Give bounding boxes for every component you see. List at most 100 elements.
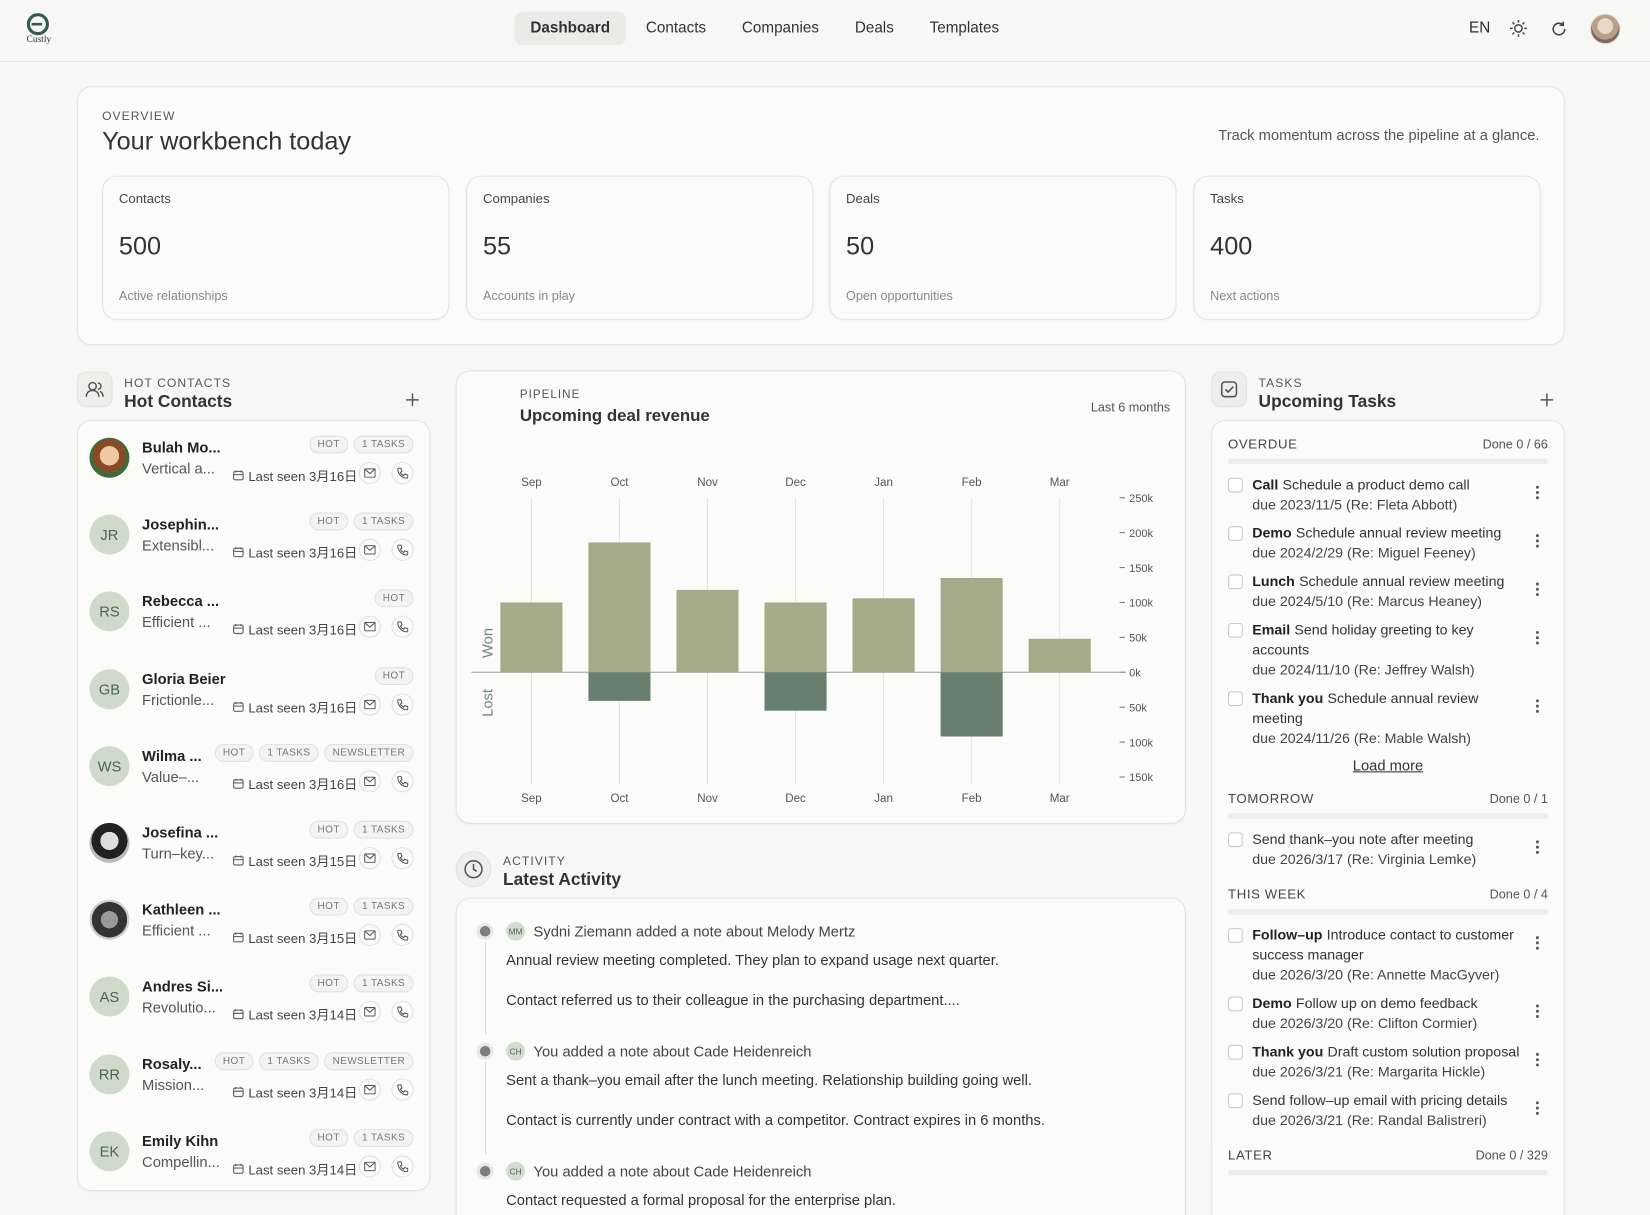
task-checkbox[interactable] bbox=[1228, 928, 1243, 943]
nav-link[interactable]: Templates bbox=[929, 19, 1000, 37]
task-menu-part bbox=[1535, 1004, 1539, 1018]
phone-button[interactable] bbox=[391, 847, 414, 870]
task-menu[interactable] bbox=[1535, 1004, 1539, 1019]
task-menu[interactable] bbox=[1535, 1052, 1539, 1067]
phone-button[interactable] bbox=[391, 1155, 414, 1178]
task-menu-part bbox=[1535, 1009, 1539, 1013]
email-button[interactable] bbox=[358, 693, 381, 716]
stat-label: Deals bbox=[846, 191, 880, 207]
contact-name: Wilma ... bbox=[142, 746, 202, 764]
nav-link[interactable]: Contacts bbox=[645, 19, 707, 37]
email-button[interactable] bbox=[358, 616, 381, 639]
add-button[interactable] bbox=[1540, 393, 1555, 408]
phone-button[interactable] bbox=[391, 770, 414, 793]
user-avatar[interactable] bbox=[1590, 13, 1621, 45]
nav-link[interactable]: Deals bbox=[854, 19, 894, 37]
task-row: Follow–up Introduce contact to customer s… bbox=[1228, 925, 1548, 985]
email-button-part bbox=[364, 545, 375, 552]
x-tick-label-top: Dec bbox=[785, 477, 806, 489]
task-menu-part bbox=[1535, 496, 1539, 500]
email-button[interactable] bbox=[358, 1155, 381, 1178]
x-tick-label-bottom: Feb bbox=[962, 793, 982, 805]
language-switch[interactable]: EN bbox=[1469, 19, 1491, 37]
task-checkbox[interactable] bbox=[1228, 1093, 1243, 1109]
email-button[interactable] bbox=[358, 770, 381, 793]
phone-button[interactable] bbox=[391, 1078, 414, 1101]
x-tick-label-bottom: Nov bbox=[697, 793, 718, 805]
phone-button[interactable] bbox=[391, 538, 414, 562]
contact-subtitle: Turn–key... bbox=[142, 844, 215, 862]
email-button-part bbox=[364, 622, 376, 632]
task-checkbox[interactable] bbox=[1228, 477, 1243, 493]
task-menu[interactable] bbox=[1535, 840, 1539, 855]
task-checkbox[interactable] bbox=[1228, 691, 1243, 707]
phone-button[interactable] bbox=[391, 924, 414, 947]
task-menu-part bbox=[1535, 534, 1539, 548]
task-row: Lunch Schedule annual review meeting due 2… bbox=[1228, 571, 1548, 611]
calendar-icon bbox=[233, 544, 245, 558]
nav-link[interactable]: Companies bbox=[741, 19, 820, 37]
phone-button[interactable] bbox=[391, 1001, 414, 1024]
load-more[interactable]: Load more bbox=[1352, 756, 1424, 774]
task-menu-part bbox=[1535, 1015, 1539, 1018]
task-menu[interactable] bbox=[1535, 935, 1539, 950]
email-button[interactable] bbox=[358, 538, 381, 562]
task-text: Schedule annual review meeting bbox=[1252, 690, 1479, 727]
calendar-icon-part bbox=[233, 624, 244, 635]
task-menu-part bbox=[1535, 1052, 1539, 1067]
calendar-icon-part bbox=[233, 701, 244, 712]
task-text: Introduce contact to customer success ma… bbox=[1252, 927, 1514, 963]
task-checkbox[interactable] bbox=[1228, 574, 1243, 590]
calendar-icon-part bbox=[233, 470, 244, 476]
email-button[interactable] bbox=[358, 1078, 381, 1101]
task-kind: Thank you bbox=[1252, 1043, 1324, 1060]
phone-button[interactable] bbox=[391, 693, 414, 716]
x-tick-label-top: Nov bbox=[697, 477, 718, 489]
contact-tag: HOT bbox=[374, 666, 414, 685]
task-menu-part bbox=[1535, 641, 1539, 645]
phone-button-part bbox=[397, 467, 409, 479]
task-menu-part bbox=[1535, 582, 1539, 597]
task-menu[interactable] bbox=[1535, 582, 1539, 597]
email-button[interactable] bbox=[358, 1001, 381, 1024]
phone-button-part bbox=[397, 852, 409, 864]
email-button[interactable] bbox=[358, 847, 381, 870]
task-menu[interactable] bbox=[1535, 485, 1539, 500]
phone-button[interactable] bbox=[391, 616, 414, 639]
task-progress-bar bbox=[1228, 458, 1548, 465]
x-tick-label-top: Mar bbox=[1050, 477, 1070, 489]
nav-link[interactable]: Dashboard bbox=[514, 11, 626, 46]
task-checkbox[interactable] bbox=[1228, 526, 1243, 541]
contact-name: Andres Si... bbox=[142, 977, 224, 995]
task-group-name: LATER bbox=[1228, 1148, 1273, 1163]
add-button[interactable] bbox=[405, 393, 420, 408]
section-icon-part bbox=[88, 381, 98, 391]
task-menu[interactable] bbox=[1535, 699, 1539, 714]
task-group-header: THIS WEEK Done 0 / 4 bbox=[1228, 886, 1548, 903]
refresh-arrow bbox=[1559, 21, 1564, 27]
task-menu[interactable] bbox=[1535, 630, 1539, 645]
email-button-part bbox=[364, 622, 375, 629]
timeline-dot bbox=[479, 1165, 491, 1177]
email-button[interactable] bbox=[358, 461, 381, 485]
phone-button[interactable] bbox=[391, 461, 414, 485]
task-menu[interactable] bbox=[1535, 534, 1539, 549]
email-button-part bbox=[364, 545, 376, 555]
stat-card bbox=[1193, 175, 1541, 320]
refresh-icon[interactable] bbox=[1550, 20, 1568, 38]
task-due: due 2026/3/20 (Re: Clifton Cormier) bbox=[1252, 1015, 1478, 1032]
email-button-part bbox=[364, 930, 376, 940]
task-checkbox[interactable] bbox=[1228, 622, 1243, 638]
task-menu[interactable] bbox=[1535, 1101, 1539, 1116]
last-seen: Last seen 3月16日 bbox=[248, 623, 358, 639]
task-checkbox[interactable] bbox=[1228, 996, 1243, 1012]
bar bbox=[588, 542, 651, 673]
email-button[interactable] bbox=[358, 924, 381, 947]
calendar-icon bbox=[233, 1006, 245, 1020]
task-menu-part bbox=[1535, 845, 1539, 849]
calendar-icon-part bbox=[233, 701, 244, 707]
theme-icon[interactable] bbox=[1509, 19, 1528, 38]
task-checkbox[interactable] bbox=[1228, 1044, 1243, 1060]
task-text: Draft custom solution proposal bbox=[1327, 1043, 1520, 1060]
task-checkbox[interactable] bbox=[1228, 832, 1243, 848]
